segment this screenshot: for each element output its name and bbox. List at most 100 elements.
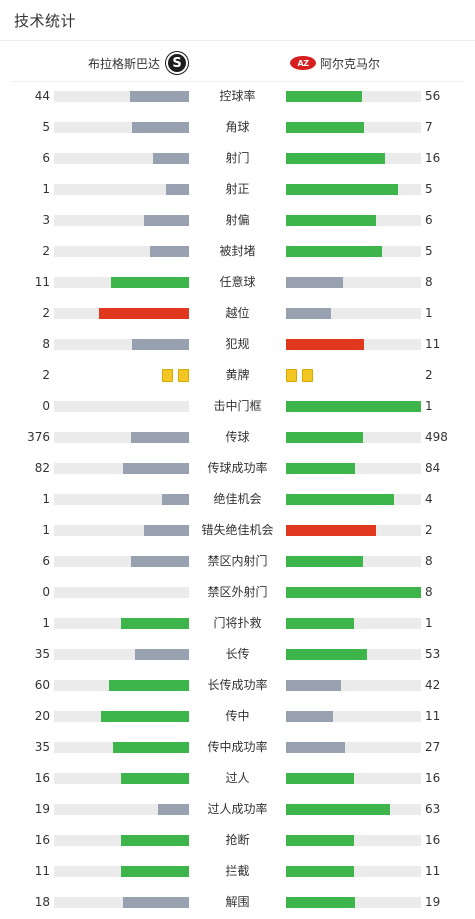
away-stat-value: 1	[425, 306, 433, 320]
away-stat-bar-track	[286, 401, 421, 412]
stat-label: 传球	[225, 430, 250, 444]
away-stat-bar	[286, 246, 382, 257]
home-stat-value: 2	[42, 306, 50, 320]
yellow-card-icon	[178, 369, 189, 382]
stat-row: 11 拦截 11	[0, 856, 475, 887]
home-stat-bar	[150, 246, 189, 257]
stat-label: 抢断	[225, 833, 250, 847]
away-stat-bar	[286, 525, 376, 536]
stat-label: 越位	[225, 306, 250, 320]
stat-label: 控球率	[219, 89, 256, 103]
home-stat-bar	[111, 277, 189, 288]
yellow-card-icon	[162, 369, 173, 382]
stat-label: 门将扑救	[213, 616, 262, 630]
home-team[interactable]: 布拉格斯巴达 S	[88, 46, 188, 80]
away-team-name: 阿尔克马尔	[320, 56, 381, 71]
home-stat-value: 5	[42, 120, 50, 134]
home-stat-value: 2	[42, 244, 50, 258]
stat-label: 任意球	[219, 275, 256, 289]
stat-label: 错失绝佳机会	[201, 523, 274, 537]
stat-row: 16 抢断 16	[0, 825, 475, 856]
away-stat-value: 498	[425, 430, 448, 444]
home-stat-bar-track	[54, 215, 189, 226]
sparta-prague-crest-icon: S	[166, 52, 188, 74]
home-stat-bar-track	[54, 587, 189, 598]
away-stat-bar-track	[286, 618, 421, 629]
away-stat-bar	[286, 277, 343, 288]
stat-label: 过人成功率	[207, 802, 268, 816]
away-stat-bar	[286, 866, 354, 877]
stat-row: 1 射正 5	[0, 174, 475, 205]
home-stat-bar-track	[54, 835, 189, 846]
home-stat-bar-track	[54, 91, 189, 102]
az-alkmaar-crest-icon: AZ	[290, 56, 316, 70]
stat-label: 过人	[225, 771, 250, 785]
away-stat-value: 84	[425, 461, 441, 475]
away-stat-bar-track	[286, 587, 421, 598]
away-stat-bar-track	[286, 308, 421, 319]
away-stat-bar-track	[286, 680, 421, 691]
away-stat-bar-track	[286, 463, 421, 474]
home-stat-bar	[135, 649, 189, 660]
teams-divider	[10, 81, 465, 82]
home-stat-bar	[144, 525, 189, 536]
home-stat-bar-track	[54, 494, 189, 505]
home-stat-value: 44	[34, 89, 50, 103]
home-stat-bar-track	[54, 618, 189, 629]
home-stat-bar	[131, 556, 189, 567]
home-stat-bar	[162, 494, 189, 505]
stat-label: 禁区内射门	[207, 554, 268, 568]
stat-row: 2 黄牌 2	[0, 360, 475, 391]
home-stat-value: 60	[34, 678, 50, 692]
stat-row: 60 长传成功率 42	[0, 670, 475, 701]
home-stat-value: 3	[42, 213, 50, 227]
home-stat-bar	[131, 432, 189, 443]
home-stat-bar	[121, 773, 189, 784]
away-stat-bar-track	[286, 153, 421, 164]
away-stat-bar	[286, 494, 394, 505]
away-stat-bar	[286, 463, 355, 474]
away-stat-value: 16	[425, 151, 441, 165]
home-stat-bar-track	[54, 277, 189, 288]
away-stat-value: 8	[425, 554, 433, 568]
home-stat-bar-track	[54, 680, 189, 691]
away-team[interactable]: AZ 阿尔克马尔	[290, 46, 380, 80]
home-stat-value: 16	[34, 771, 50, 785]
home-stat-bar-track	[54, 804, 189, 815]
home-stat-value: 11	[34, 864, 50, 878]
stat-row: 0 击中门框 1	[0, 391, 475, 422]
stat-row: 20 传中 11	[0, 701, 475, 732]
away-stat-bar-track	[286, 184, 421, 195]
stat-row: 44 控球率 56	[0, 81, 475, 112]
home-yellow-cards	[162, 369, 189, 382]
home-stat-value: 2	[42, 368, 50, 382]
home-stat-value: 35	[34, 647, 50, 661]
stat-row: 376 传球 498	[0, 422, 475, 453]
page-title: 技术统计	[14, 12, 77, 30]
stat-label: 长传成功率	[207, 678, 268, 692]
away-stat-value: 2	[425, 523, 433, 537]
home-stat-bar	[132, 339, 189, 350]
away-stat-bar-track	[286, 91, 421, 102]
home-stat-bar-track	[54, 463, 189, 474]
away-stat-bar-track	[286, 494, 421, 505]
home-stat-bar-track	[54, 711, 189, 722]
away-stat-value: 5	[425, 182, 433, 196]
home-stat-bar-track	[54, 649, 189, 660]
away-stat-value: 27	[425, 740, 441, 754]
home-stat-bar-track	[54, 339, 189, 350]
home-stat-bar	[99, 308, 189, 319]
yellow-card-icon	[302, 369, 313, 382]
away-stat-bar	[286, 649, 367, 660]
home-stat-bar-track	[54, 866, 189, 877]
away-stat-value: 8	[425, 275, 433, 289]
stat-label: 角球	[225, 120, 250, 134]
away-crest-text: AZ	[297, 58, 310, 68]
stat-row: 18 解围 19	[0, 887, 475, 918]
home-stat-value: 376	[27, 430, 50, 444]
stat-label: 黄牌	[225, 368, 250, 382]
home-stat-bar	[130, 91, 189, 102]
home-stat-bar-track	[54, 742, 189, 753]
away-stat-bar	[286, 587, 421, 598]
away-stat-bar-track	[286, 835, 421, 846]
